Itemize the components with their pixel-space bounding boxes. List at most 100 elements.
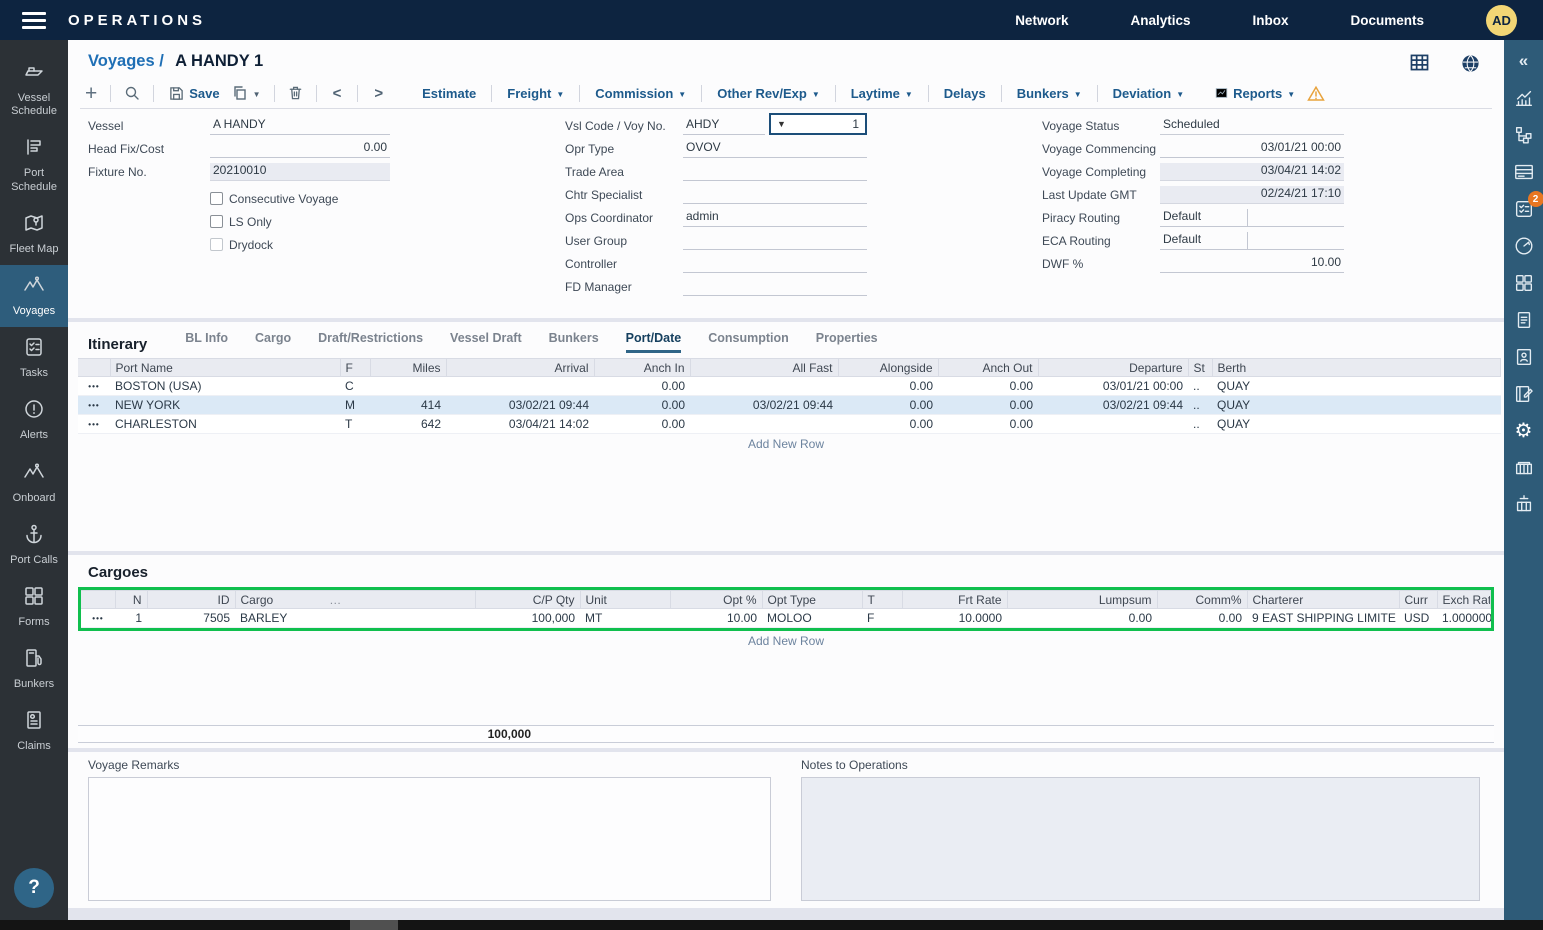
sidebar-item-tasks[interactable]: Tasks (0, 327, 68, 389)
warning-icon[interactable] (1302, 85, 1330, 102)
hierarchy-icon[interactable] (1513, 124, 1535, 146)
search-button[interactable] (119, 85, 145, 101)
controller-field[interactable] (683, 255, 867, 273)
globe-icon[interactable] (1461, 54, 1480, 76)
help-button[interactable]: ? (14, 868, 54, 908)
tab-properties[interactable]: Properties (815, 331, 878, 345)
row-menu-icon[interactable]: ••• (78, 414, 110, 434)
sidebar-item-claims[interactable]: Claims (0, 700, 68, 762)
sidebar-item-forms[interactable]: Forms (0, 576, 68, 638)
itinerary-row-boston[interactable]: ••• BOSTON (USA) C 0.00 0.00 0.00 03/01/… (78, 376, 1501, 396)
sidebar-item-port-calls[interactable]: Port Calls (0, 514, 68, 576)
collapse-panel-icon[interactable]: « (1518, 51, 1529, 70)
eca-routing-extra-field[interactable] (1248, 232, 1344, 249)
delays-button[interactable]: Delays (943, 85, 986, 101)
itinerary-row-charleston[interactable]: ••• CHARLESTON T 642 03/04/21 14:02 0.00… (78, 414, 1501, 434)
commencing-field[interactable]: 03/01/21 00:00 (1160, 140, 1344, 158)
settings-gear-icon[interactable]: ⚙ (1514, 420, 1533, 442)
cargoes-highlight-box: N ID Cargo… C/P Qty Unit Opt % Opt Type … (78, 587, 1494, 631)
save-button[interactable]: Save (162, 86, 226, 101)
remarks-panel: Voyage Remarks Notes to Operations (68, 752, 1504, 908)
itinerary-row-new-york[interactable]: ••• NEW YORK M 414 03/02/21 09:44 0.00 0… (78, 395, 1501, 415)
ls-only-checkbox[interactable] (210, 215, 223, 228)
voyage-remarks-textarea[interactable] (88, 777, 771, 901)
sidebar-item-alerts[interactable]: Alerts (0, 389, 68, 451)
tab-consumption[interactable]: Consumption (708, 331, 789, 345)
grid-view-icon[interactable] (1410, 54, 1429, 76)
tab-draft-restrictions[interactable]: Draft/Restrictions (318, 331, 424, 345)
headfix-field[interactable]: 0.00 (210, 140, 390, 158)
tab-bl-info[interactable]: BL Info (185, 331, 229, 345)
eca-routing-field[interactable]: Default (1160, 232, 1248, 249)
vessel-field[interactable]: A HANDY (210, 117, 390, 135)
horizontal-scrollbar[interactable] (0, 920, 1543, 930)
itinerary-add-new-row-link[interactable]: Add New Row (747, 437, 825, 451)
row-menu-icon[interactable]: ••• (78, 395, 110, 415)
row-menu-icon[interactable]: ••• (81, 608, 115, 628)
consecutive-voyage-checkbox[interactable] (210, 192, 223, 205)
nav-network[interactable]: Network (1015, 12, 1069, 28)
dwf-field[interactable]: 10.00 (1160, 255, 1344, 273)
deviation-menu-button[interactable]: Deviation ▼ (1112, 85, 1185, 101)
bunkers-menu-button[interactable]: Bunkers ▼ (1016, 85, 1082, 101)
breadcrumb-voyages-link[interactable]: Voyages / (88, 52, 164, 70)
opr-type-field[interactable]: OVOV (683, 140, 867, 158)
document-icon[interactable] (1513, 309, 1535, 331)
cargo-row-barley[interactable]: ••• 1 7505 BARLEY 100,000 MT 10.00 MOLOO… (81, 608, 1491, 628)
crane-container-icon[interactable] (1513, 494, 1535, 516)
ops-coordinator-field[interactable]: admin (683, 209, 867, 227)
nav-inbox[interactable]: Inbox (1252, 12, 1289, 28)
drydock-checkbox[interactable] (210, 238, 223, 251)
commission-menu-button[interactable]: Commission ▼ (595, 85, 687, 101)
sidebar-item-fleet-map[interactable]: Fleet Map (0, 203, 68, 265)
hamburger-menu-icon[interactable] (22, 8, 46, 33)
forms-icon[interactable] (1513, 272, 1535, 294)
drydock-row: Drydock (210, 233, 390, 256)
piracy-routing-field[interactable]: Default (1160, 209, 1248, 226)
sidebar-item-onboard[interactable]: Onboard (0, 452, 68, 514)
tab-bunkers[interactable]: Bunkers (548, 331, 599, 345)
tab-port-date[interactable]: Port/Date (625, 331, 682, 353)
trade-area-field[interactable] (683, 163, 867, 181)
laytime-menu-button[interactable]: Laytime ▼ (850, 85, 913, 101)
delete-button[interactable] (283, 85, 308, 101)
notes-to-operations-textarea[interactable] (801, 777, 1480, 901)
right-rail: « 2 ⚙ (1504, 40, 1543, 930)
logbook-edit-icon[interactable] (1513, 383, 1535, 405)
scrollbar-thumb[interactable] (350, 920, 398, 930)
estimate-button[interactable]: Estimate (422, 85, 477, 101)
piracy-routing-extra-field[interactable] (1248, 209, 1344, 226)
reports-menu-button[interactable]: Reports ▼ (1207, 86, 1302, 101)
freight-menu-button[interactable]: Freight ▼ (507, 85, 565, 101)
grid-report-icon[interactable] (1513, 161, 1535, 183)
vsl-code-field[interactable]: AHDY (683, 117, 765, 135)
next-record-button[interactable]: > (374, 84, 384, 102)
voyage-status-field[interactable]: Scheduled (1160, 117, 1344, 135)
container-icon[interactable] (1513, 457, 1535, 479)
sidebar-item-vessel-schedule[interactable]: Vessel Schedule (0, 52, 68, 127)
gauge-icon[interactable] (1513, 235, 1535, 257)
sidebar-item-voyages[interactable]: Voyages (0, 264, 68, 328)
contact-card-icon[interactable] (1513, 346, 1535, 368)
voyage-number-dropdown-icon[interactable]: ▼ (777, 119, 786, 129)
other-rev-exp-menu-button[interactable]: Other Rev/Exp ▼ (717, 85, 820, 101)
tab-vessel-draft[interactable]: Vessel Draft (450, 331, 522, 345)
performance-chart-icon[interactable] (1513, 87, 1535, 109)
cargo-column-more-icon[interactable]: … (329, 592, 342, 607)
cargoes-add-new-row-link[interactable]: Add New Row (747, 634, 825, 648)
nav-documents[interactable]: Documents (1350, 12, 1424, 28)
prev-record-button[interactable]: < (332, 84, 342, 102)
add-button[interactable]: + (85, 81, 98, 105)
sidebar-item-port-schedule[interactable]: Port Schedule (0, 127, 68, 202)
task-list-icon[interactable]: 2 (1513, 191, 1543, 220)
tab-cargo[interactable]: Cargo (255, 331, 292, 345)
sidebar-item-bunkers[interactable]: Bunkers (0, 638, 68, 700)
user-group-field[interactable] (683, 232, 867, 250)
chtr-specialist-field[interactable] (683, 186, 867, 204)
avatar[interactable]: AD (1486, 4, 1517, 36)
voyage-number-field[interactable]: ▼ 1 (769, 113, 867, 135)
row-menu-icon[interactable]: ••• (78, 376, 110, 396)
copy-menu-button[interactable]: ▼ (227, 85, 266, 101)
fd-manager-field[interactable] (683, 278, 867, 296)
nav-analytics[interactable]: Analytics (1130, 12, 1191, 28)
